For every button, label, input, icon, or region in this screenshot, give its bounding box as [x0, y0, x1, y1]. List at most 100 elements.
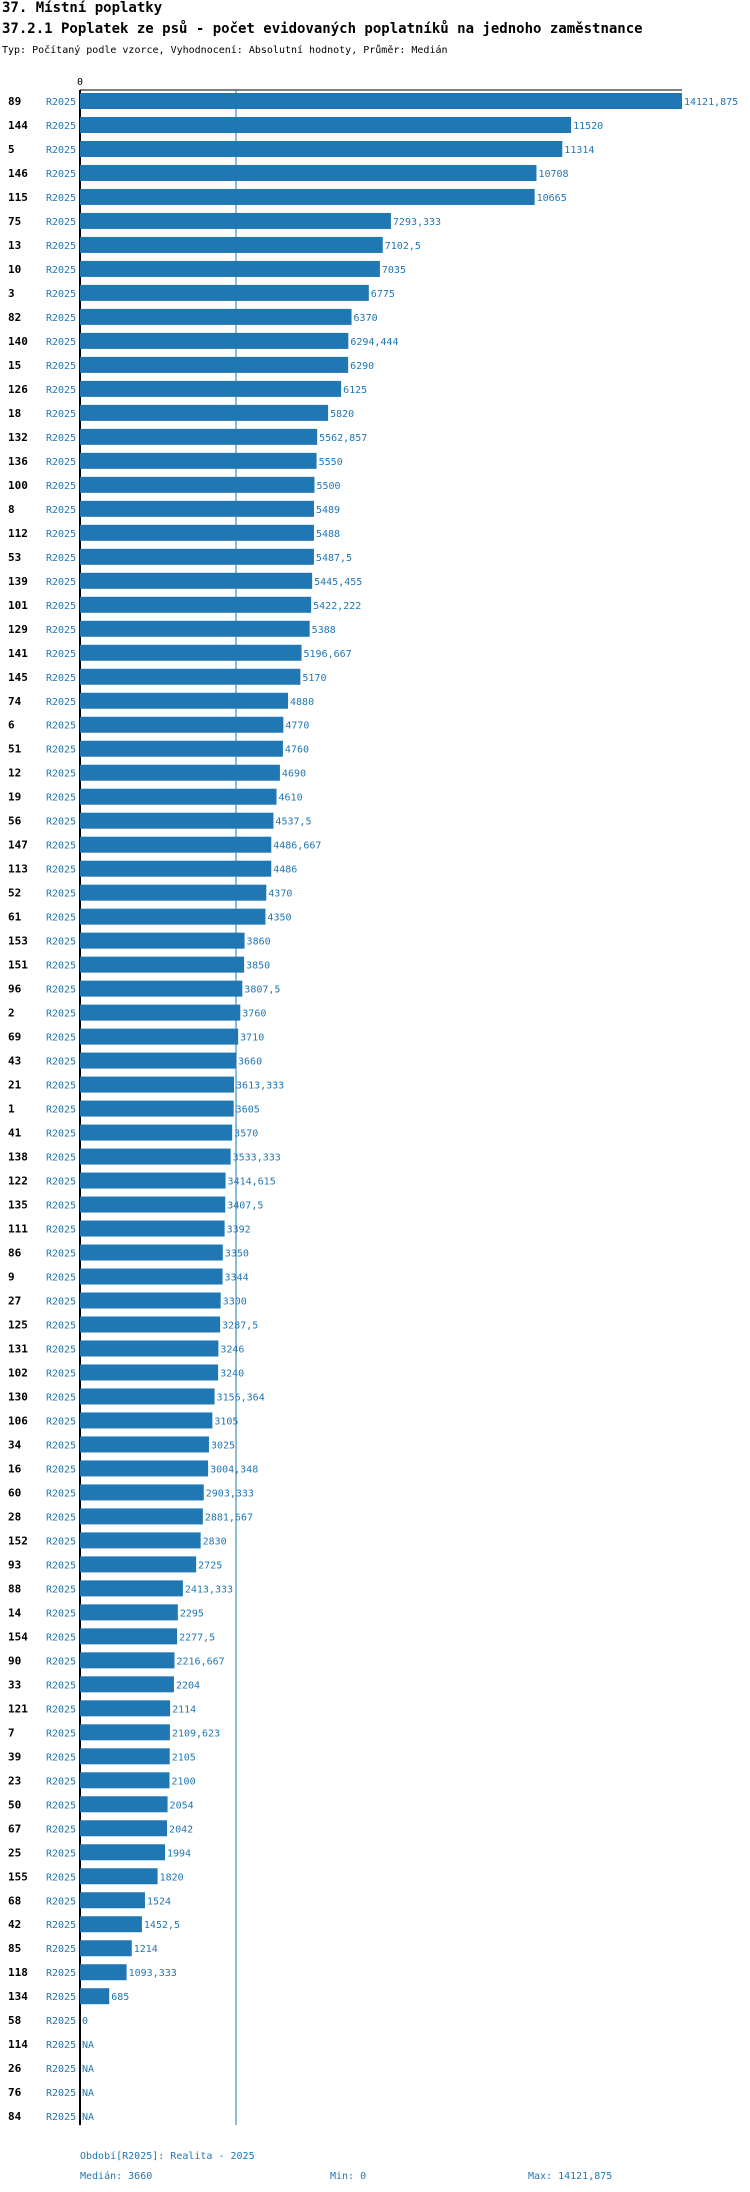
bar-value-label: 5488 — [316, 529, 340, 540]
row-period-label: R2025 — [46, 217, 76, 228]
bar — [80, 1292, 221, 1309]
bar — [80, 116, 572, 133]
row-id-label: 90 — [8, 1654, 21, 1667]
bar-value-label: 10708 — [538, 169, 568, 180]
bar — [80, 1508, 203, 1525]
row-id-label: 56 — [8, 815, 22, 828]
row-period-label: R2025 — [46, 97, 76, 108]
bar — [80, 1748, 170, 1765]
bar-value-label: 4760 — [285, 745, 309, 756]
bar-value-label: 7035 — [382, 265, 406, 276]
row-id-label: 2 — [8, 1007, 15, 1020]
bar-value-label: 4690 — [282, 769, 306, 780]
bar — [80, 1172, 226, 1189]
bar — [80, 1316, 221, 1333]
bar-value-label: 3287,5 — [222, 1320, 258, 1331]
bar-value-label: 3025 — [211, 1440, 235, 1451]
bar-value-label: 5500 — [316, 481, 340, 492]
bar — [80, 596, 312, 613]
row-id-label: 82 — [8, 311, 21, 324]
row-id-label: 13 — [8, 239, 21, 252]
chart-title: 37.2.1 Poplatek ze psů - počet evidovaný… — [2, 21, 643, 37]
row-period-label: R2025 — [46, 1824, 76, 1835]
bar — [80, 572, 313, 589]
row-id-label: 18 — [8, 407, 21, 420]
bar — [80, 140, 563, 157]
row-id-label: 74 — [8, 695, 22, 708]
bar — [80, 1916, 142, 1933]
bar — [80, 788, 277, 805]
bar-value-label: NA — [82, 2112, 94, 2123]
bar — [80, 1964, 127, 1981]
row-id-label: 16 — [8, 1462, 22, 1475]
row-id-label: 144 — [8, 119, 28, 132]
bar-value-label: 4537,5 — [275, 817, 311, 828]
row-id-label: 25 — [8, 1846, 21, 1859]
row-period-label: R2025 — [46, 409, 76, 420]
bar-value-label: 2881,667 — [205, 1512, 253, 1523]
row-id-label: 42 — [8, 1918, 21, 1931]
bar — [80, 740, 283, 757]
bar-value-label: NA — [82, 2064, 94, 2075]
bar — [80, 1148, 231, 1165]
bar — [80, 1700, 171, 1717]
bar-value-label: 1994 — [167, 1848, 191, 1859]
bar-value-label: 3613,333 — [236, 1081, 284, 1092]
row-id-label: 1 — [8, 1103, 15, 1116]
row-period-label: R2025 — [46, 793, 76, 804]
bar-value-label: 2413,333 — [185, 1584, 233, 1595]
bar-value-label: 3710 — [240, 1033, 264, 1044]
row-id-label: 114 — [8, 2038, 28, 2051]
row-period-label: R2025 — [46, 265, 76, 276]
bar — [80, 1268, 223, 1285]
row-id-label: 101 — [8, 599, 28, 612]
row-period-label: R2025 — [46, 745, 76, 756]
bar — [80, 1100, 234, 1117]
row-period-label: R2025 — [46, 1632, 76, 1643]
row-period-label: R2025 — [46, 1464, 76, 1475]
bar — [80, 332, 349, 349]
row-period-label: R2025 — [46, 1872, 76, 1883]
bar-value-label: 1820 — [160, 1872, 184, 1883]
row-period-label: R2025 — [46, 865, 76, 876]
bar-value-label: 2295 — [180, 1608, 204, 1619]
bar-value-label: 5820 — [330, 409, 354, 420]
row-id-label: 132 — [8, 431, 28, 444]
row-period-label: R2025 — [46, 145, 76, 156]
row-period-label: R2025 — [46, 1656, 76, 1667]
row-id-label: 88 — [8, 1582, 21, 1595]
bar-value-label: 4486 — [273, 865, 297, 876]
footer-min: Min: 0 — [330, 2171, 367, 2182]
bar-value-label: 2105 — [172, 1752, 196, 1763]
bar-value-label: 2204 — [176, 1680, 200, 1691]
row-id-label: 52 — [8, 887, 21, 900]
bar-value-label: 3240 — [220, 1368, 244, 1379]
bar — [80, 860, 272, 877]
row-period-label: R2025 — [46, 1153, 76, 1164]
bar — [80, 932, 245, 949]
row-id-label: 43 — [8, 1055, 21, 1068]
row-period-label: R2025 — [46, 841, 76, 852]
row-period-label: R2025 — [46, 2064, 76, 2075]
bar — [80, 1052, 237, 1069]
row-period-label: R2025 — [46, 673, 76, 684]
row-id-label: 129 — [8, 623, 28, 636]
bar — [80, 1892, 145, 1909]
bar — [80, 692, 289, 709]
row-period-label: R2025 — [46, 1560, 76, 1571]
row-id-label: 39 — [8, 1750, 21, 1763]
bar — [80, 1388, 215, 1405]
row-id-label: 68 — [8, 1894, 21, 1907]
bar-value-label: 4370 — [268, 889, 292, 900]
row-id-label: 135 — [8, 1199, 28, 1212]
bar-value-label: 3760 — [242, 1009, 266, 1020]
row-period-label: R2025 — [46, 313, 76, 324]
row-id-label: 76 — [8, 2086, 22, 2099]
row-period-label: R2025 — [46, 1584, 76, 1595]
bar — [80, 164, 537, 181]
bar-value-label: 5550 — [319, 457, 343, 468]
bar-value-label: 10665 — [537, 193, 567, 204]
bar — [80, 1364, 219, 1381]
row-id-label: 153 — [8, 935, 28, 948]
row-id-label: 112 — [8, 527, 28, 540]
